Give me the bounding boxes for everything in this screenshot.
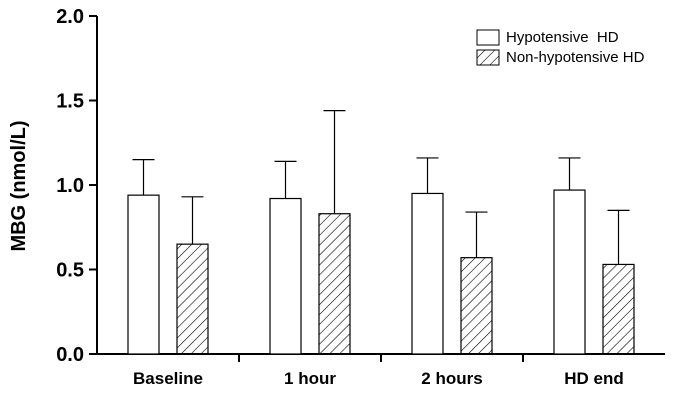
x-tick-label: 1 hour	[284, 369, 336, 388]
bar-non-hypotensive	[460, 257, 493, 355]
x-tick-label: HD end	[564, 369, 624, 388]
y-tick-label: 2.0	[56, 6, 84, 28]
legend-label-hypotensive: Hypotensive HD	[506, 29, 619, 46]
legend-swatch-non-hypotensive	[476, 49, 500, 66]
bar-non-hypotensive	[176, 243, 209, 355]
bar-non-hypotensive	[602, 263, 635, 355]
bar-non-hypotensive	[318, 213, 351, 355]
legend: Hypotensive HD Non-hypotensive HD	[476, 29, 645, 66]
bar-hypotensive	[127, 194, 160, 355]
bar-hypotensive	[269, 197, 302, 355]
legend-label-non-hypotensive: Non-hypotensive HD	[506, 49, 645, 66]
y-tick-label: 0.0	[56, 344, 84, 366]
y-axis-label: MBG (nmol/L)	[8, 120, 30, 251]
y-tick-label: 1.0	[56, 175, 84, 197]
bar-hypotensive	[411, 192, 444, 355]
y-tick-label: 1.5	[56, 91, 84, 113]
x-tick-label: 2 hours	[421, 369, 482, 388]
legend-swatch-hypotensive	[476, 29, 500, 46]
y-tick-label: 0.5	[56, 260, 84, 282]
y-axis: 0.0 0.5 1.0 1.5 2.0	[56, 6, 98, 366]
x-axis: Baseline 1 hour 2 hours HD end	[97, 353, 665, 388]
bar-hypotensive	[553, 189, 586, 355]
x-tick-label: Baseline	[133, 369, 203, 388]
bars-group	[127, 110, 635, 355]
